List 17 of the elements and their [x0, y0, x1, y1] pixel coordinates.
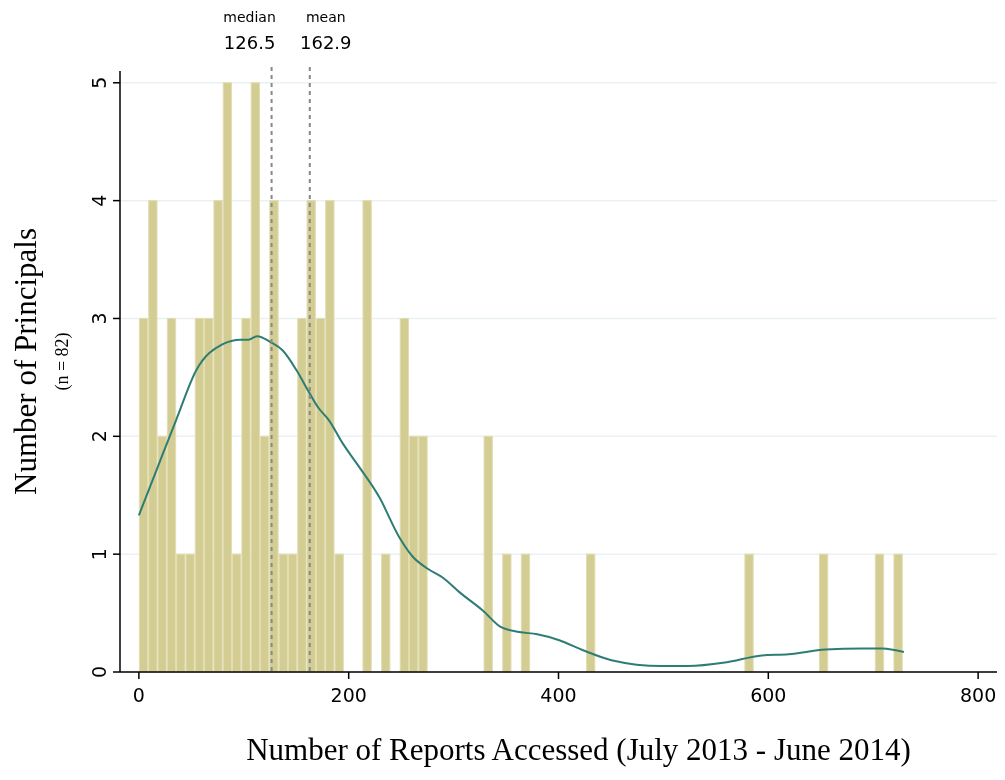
line-series	[137, 335, 905, 668]
x-tick-label: 800	[959, 684, 997, 706]
y-tick-label: 4	[88, 194, 110, 207]
text: (n = 82)	[52, 332, 73, 391]
ref-line-label: median 126.5	[223, 9, 276, 53]
y-axis-title: Number of Principals	[8, 228, 43, 495]
ref-line-label: mean 162.9	[300, 9, 352, 53]
y-tick-label: 1	[88, 548, 110, 561]
y-tick-label: 0	[88, 665, 110, 679]
x-tick-label: 200	[330, 684, 367, 706]
y-tick-label: 5	[88, 76, 110, 89]
y-tick-label: 2	[88, 430, 110, 443]
y-tick-label: 3	[88, 312, 110, 325]
x-tick-label: 400	[540, 684, 577, 706]
x-tick-label: 600	[750, 684, 787, 706]
x-axis-title: Number of Reports Accessed (July 2013 - June 2014)	[246, 732, 911, 767]
x-tick-label: 0	[132, 684, 145, 706]
